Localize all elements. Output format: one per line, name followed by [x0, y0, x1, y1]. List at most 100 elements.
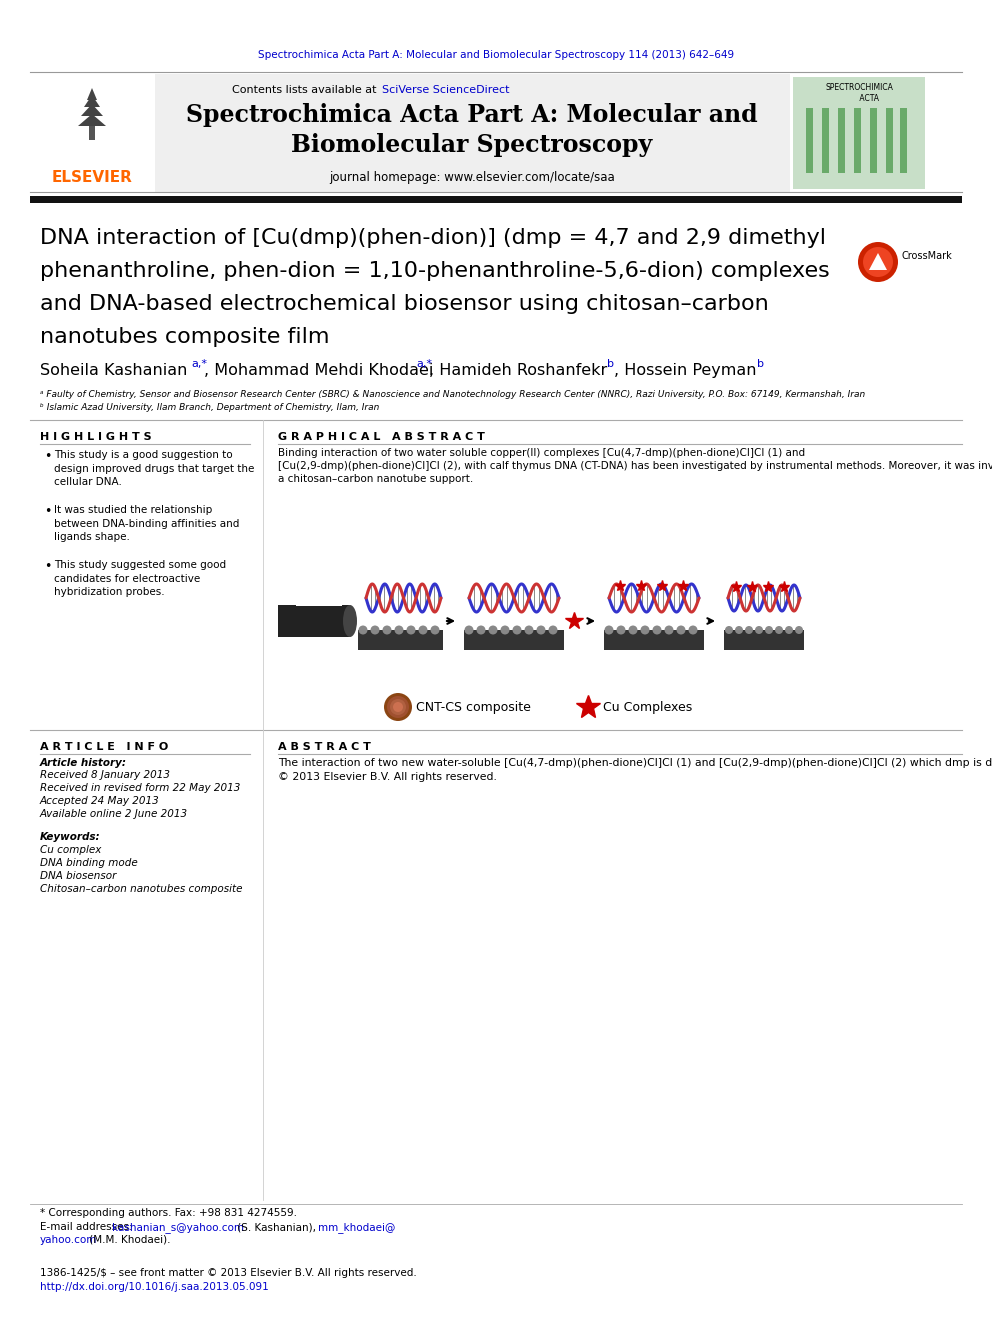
Circle shape	[653, 626, 662, 635]
Text: kashanian_s@yahoo.com: kashanian_s@yahoo.com	[112, 1222, 244, 1233]
Text: , Hamideh Roshanfekr: , Hamideh Roshanfekr	[429, 363, 607, 378]
Circle shape	[384, 693, 412, 721]
Text: It was studied the relationship
between DNA-binding affinities and
ligands shape: It was studied the relationship between …	[54, 505, 239, 542]
Text: Contents lists available at: Contents lists available at	[232, 85, 380, 95]
Circle shape	[755, 626, 763, 634]
Circle shape	[537, 626, 546, 635]
Text: Accepted 24 May 2013: Accepted 24 May 2013	[40, 796, 160, 806]
Text: ELSEVIER: ELSEVIER	[52, 171, 133, 185]
Text: DNA biosensor: DNA biosensor	[40, 871, 116, 881]
Circle shape	[431, 626, 439, 635]
Text: 1386-1425/$ – see front matter © 2013 Elsevier B.V. All rights reserved.: 1386-1425/$ – see front matter © 2013 El…	[40, 1267, 417, 1278]
Text: Chitosan–carbon nanotubes composite: Chitosan–carbon nanotubes composite	[40, 884, 242, 894]
Text: ᵇ Islamic Azad University, Ilam Branch, Department of Chemistry, Ilam, Iran: ᵇ Islamic Azad University, Ilam Branch, …	[40, 404, 379, 411]
Text: •: •	[44, 505, 52, 519]
Text: G R A P H I C A L   A B S T R A C T: G R A P H I C A L A B S T R A C T	[278, 433, 485, 442]
Text: http://dx.doi.org/10.1016/j.saa.2013.05.091: http://dx.doi.org/10.1016/j.saa.2013.05.…	[40, 1282, 269, 1293]
Text: SPECTROCHIMICA
         ACTA: SPECTROCHIMICA ACTA	[825, 83, 893, 103]
Text: This study is a good suggestion to
design improved drugs that target the
cellula: This study is a good suggestion to desig…	[54, 450, 254, 487]
Polygon shape	[84, 95, 100, 107]
Circle shape	[629, 626, 638, 635]
Text: Cu Complexes: Cu Complexes	[603, 700, 692, 713]
Text: , Mohammad Mehdi Khodaei: , Mohammad Mehdi Khodaei	[204, 363, 434, 378]
Text: phenanthroline, phen-dion = 1,10-phenanthroline-5,6-dion) complexes: phenanthroline, phen-dion = 1,10-phenant…	[40, 261, 829, 280]
Circle shape	[677, 626, 685, 635]
Bar	[30, 196, 962, 202]
Circle shape	[735, 626, 743, 634]
Bar	[604, 630, 704, 650]
Text: CrossMark: CrossMark	[902, 251, 952, 261]
Circle shape	[604, 626, 613, 635]
Bar	[30, 74, 155, 169]
Bar	[278, 605, 350, 636]
Text: Article history:: Article history:	[40, 758, 127, 767]
Circle shape	[393, 703, 403, 712]
Text: , Hossein Peyman: , Hossein Peyman	[614, 363, 757, 378]
Bar	[790, 74, 928, 192]
Polygon shape	[81, 105, 103, 116]
Bar	[155, 74, 790, 192]
Text: ᵃ Faulty of Chemistry, Sensor and Biosensor Research Center (SBRC) & Nanoscience: ᵃ Faulty of Chemistry, Sensor and Biosen…	[40, 390, 865, 400]
Text: journal homepage: www.elsevier.com/locate/saa: journal homepage: www.elsevier.com/locat…	[329, 172, 615, 184]
Text: SciVerse ScienceDirect: SciVerse ScienceDirect	[382, 85, 510, 95]
Circle shape	[488, 626, 498, 635]
Circle shape	[616, 626, 626, 635]
Text: (S. Kashanian),: (S. Kashanian),	[234, 1222, 319, 1232]
Bar	[838, 108, 845, 173]
Text: •: •	[44, 560, 52, 573]
Text: E-mail addresses:: E-mail addresses:	[40, 1222, 136, 1232]
Circle shape	[476, 626, 485, 635]
Text: a,*: a,*	[416, 359, 432, 369]
Text: mm_khodaei@: mm_khodaei@	[318, 1222, 396, 1233]
Circle shape	[725, 626, 733, 634]
Circle shape	[464, 626, 473, 635]
Polygon shape	[869, 253, 887, 270]
Circle shape	[745, 626, 753, 634]
Circle shape	[525, 626, 534, 635]
Polygon shape	[78, 114, 106, 126]
Text: Received 8 January 2013: Received 8 January 2013	[40, 770, 170, 781]
Text: Cu complex: Cu complex	[40, 845, 101, 855]
Text: CNT-CS composite: CNT-CS composite	[416, 700, 531, 713]
Bar	[724, 630, 804, 650]
Text: Keywords:: Keywords:	[40, 832, 100, 841]
Text: a,*: a,*	[191, 359, 207, 369]
Circle shape	[419, 626, 428, 635]
Bar	[886, 108, 893, 173]
Circle shape	[395, 626, 404, 635]
Text: A B S T R A C T: A B S T R A C T	[278, 742, 371, 751]
Circle shape	[513, 626, 522, 635]
Circle shape	[795, 626, 803, 634]
Circle shape	[370, 626, 380, 635]
Text: •: •	[44, 450, 52, 463]
Text: and DNA-based electrochemical biosensor using chitosan–carbon: and DNA-based electrochemical biosensor …	[40, 294, 769, 314]
Circle shape	[549, 626, 558, 635]
Circle shape	[407, 626, 416, 635]
Bar	[793, 77, 925, 189]
Text: Available online 2 June 2013: Available online 2 June 2013	[40, 808, 188, 819]
Circle shape	[383, 626, 392, 635]
Text: b: b	[607, 359, 614, 369]
Circle shape	[688, 626, 697, 635]
Bar	[854, 108, 861, 173]
Circle shape	[390, 699, 406, 714]
Bar	[89, 126, 95, 140]
Ellipse shape	[343, 605, 357, 636]
Text: Spectrochimica Acta Part A: Molecular and Biomolecular Spectroscopy 114 (2013) 6: Spectrochimica Acta Part A: Molecular an…	[258, 50, 734, 60]
Text: Spectrochimica Acta Part A: Molecular and
Biomolecular Spectroscopy: Spectrochimica Acta Part A: Molecular an…	[186, 103, 758, 157]
Text: H I G H L I G H T S: H I G H L I G H T S	[40, 433, 152, 442]
Text: The interaction of two new water-soluble [Cu(4,7-dmp)(phen-dione)Cl]Cl (1) and [: The interaction of two new water-soluble…	[278, 758, 992, 782]
Text: b: b	[757, 359, 764, 369]
Bar	[806, 108, 813, 173]
Text: nanotubes composite film: nanotubes composite film	[40, 327, 329, 347]
Circle shape	[863, 247, 893, 277]
Bar	[822, 108, 829, 173]
Circle shape	[775, 626, 783, 634]
Text: (M.M. Khodaei).: (M.M. Khodaei).	[86, 1234, 171, 1245]
Text: yahoo.com: yahoo.com	[40, 1234, 97, 1245]
Circle shape	[501, 626, 510, 635]
Bar	[900, 108, 907, 173]
Circle shape	[387, 696, 409, 718]
Text: Received in revised form 22 May 2013: Received in revised form 22 May 2013	[40, 783, 240, 792]
Circle shape	[785, 626, 793, 634]
